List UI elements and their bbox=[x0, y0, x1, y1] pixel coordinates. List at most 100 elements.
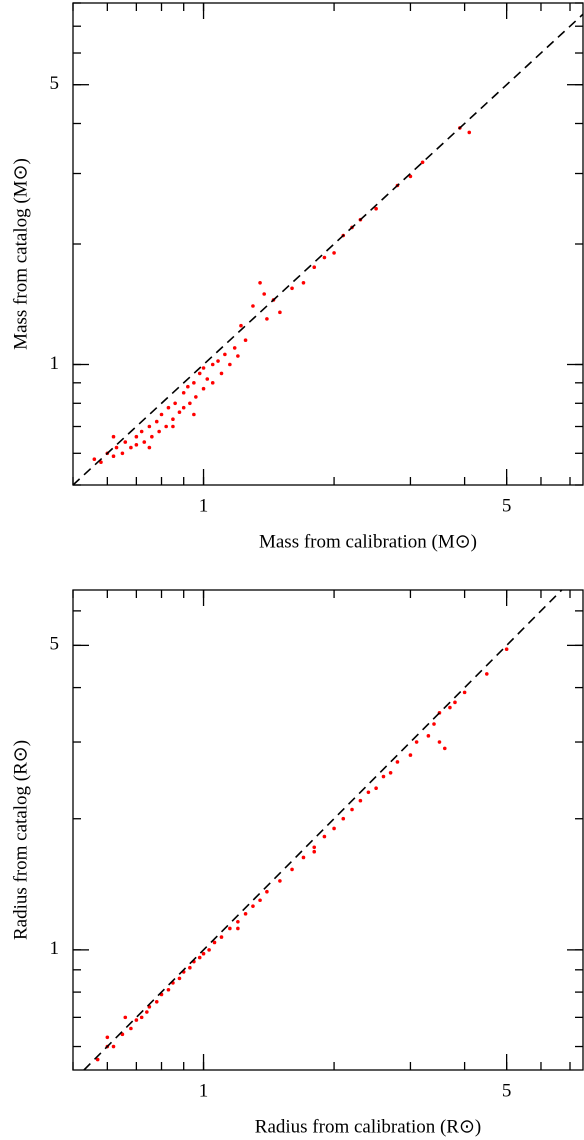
identity-line bbox=[72, 13, 584, 486]
data-point bbox=[139, 1015, 144, 1020]
data-point bbox=[243, 338, 248, 343]
data-point bbox=[192, 412, 196, 417]
data-point bbox=[236, 919, 240, 924]
y-tick-label: 5 bbox=[50, 73, 60, 94]
data-point bbox=[111, 1044, 116, 1049]
data-point bbox=[111, 454, 116, 459]
data-point bbox=[154, 419, 159, 424]
data-point bbox=[381, 774, 386, 779]
data-point bbox=[322, 255, 327, 260]
data-point bbox=[154, 1000, 159, 1004]
data-point bbox=[251, 304, 255, 308]
data-point bbox=[239, 323, 243, 328]
data-point bbox=[462, 690, 467, 695]
data-point bbox=[437, 740, 442, 744]
data-point bbox=[312, 265, 317, 270]
data-point bbox=[290, 867, 294, 872]
data-point bbox=[332, 251, 336, 255]
data-point bbox=[228, 926, 232, 931]
data-point bbox=[201, 386, 206, 391]
data-point bbox=[395, 760, 400, 764]
data-point bbox=[188, 401, 192, 406]
data-point bbox=[186, 384, 190, 389]
data-point bbox=[341, 816, 346, 821]
data-point bbox=[207, 948, 211, 952]
data-point bbox=[95, 1057, 100, 1062]
data-point bbox=[194, 395, 198, 399]
data-point bbox=[265, 889, 269, 894]
data-point bbox=[408, 174, 413, 179]
data-point bbox=[442, 746, 447, 751]
data-point bbox=[142, 440, 147, 444]
data-point bbox=[147, 445, 152, 450]
data-point bbox=[265, 317, 269, 321]
data-point bbox=[129, 445, 133, 450]
data-point bbox=[105, 1035, 110, 1040]
data-point bbox=[236, 354, 240, 358]
data-point bbox=[414, 740, 419, 744]
data-point bbox=[426, 734, 431, 738]
data-point bbox=[408, 753, 413, 757]
data-point bbox=[145, 1010, 149, 1014]
data-point bbox=[123, 1015, 128, 1020]
data-point bbox=[150, 434, 154, 439]
data-point bbox=[197, 371, 202, 376]
data-point bbox=[159, 412, 164, 417]
data-point bbox=[258, 898, 262, 903]
data-point bbox=[188, 965, 192, 970]
plot-frame bbox=[72, 2, 584, 486]
data-point bbox=[197, 955, 202, 960]
data-point bbox=[166, 405, 171, 410]
data-point bbox=[484, 672, 489, 676]
data-point bbox=[164, 424, 168, 429]
data-point bbox=[467, 130, 472, 135]
data-point bbox=[223, 352, 227, 357]
data-point bbox=[120, 451, 125, 456]
data-point bbox=[322, 834, 327, 839]
data-point bbox=[134, 443, 139, 447]
x-tick-label: 1 bbox=[199, 495, 209, 516]
x-axis-label: Radius from calibration (R⊙) bbox=[255, 1116, 481, 1137]
x-tick-label: 1 bbox=[199, 1080, 209, 1101]
y-tick-label: 1 bbox=[50, 353, 60, 374]
data-point bbox=[114, 445, 119, 450]
data-point bbox=[201, 366, 206, 370]
data-point bbox=[201, 951, 206, 956]
data-point bbox=[129, 1026, 133, 1031]
data-point bbox=[210, 362, 215, 367]
data-point bbox=[374, 206, 378, 211]
data-point bbox=[290, 286, 294, 291]
data-point bbox=[216, 359, 220, 363]
data-point bbox=[139, 429, 144, 434]
data-point bbox=[232, 346, 237, 350]
data-point bbox=[228, 362, 232, 367]
x-axis-label: Mass from calibration (M⊙) bbox=[259, 531, 477, 552]
identity-line bbox=[83, 589, 563, 1071]
data-point bbox=[366, 790, 371, 795]
data-point bbox=[219, 935, 224, 939]
data-point bbox=[301, 855, 306, 860]
data-point bbox=[92, 457, 97, 461]
y-tick-label: 5 bbox=[50, 634, 60, 655]
data-point bbox=[374, 786, 378, 791]
data-point bbox=[432, 722, 436, 726]
data-point bbox=[147, 424, 152, 429]
plot-frame bbox=[72, 589, 584, 1071]
data-point bbox=[388, 770, 393, 775]
data-point bbox=[350, 807, 354, 812]
data-point bbox=[332, 826, 336, 831]
y-axis-label: Mass from catalog (M⊙) bbox=[10, 158, 31, 350]
data-point bbox=[312, 845, 317, 850]
x-tick-label: 5 bbox=[502, 495, 512, 516]
data-point bbox=[243, 912, 248, 916]
data-point bbox=[210, 381, 215, 385]
data-point bbox=[157, 429, 161, 434]
data-point bbox=[181, 405, 186, 410]
data-point bbox=[258, 280, 262, 285]
data-point bbox=[236, 926, 240, 931]
data-point bbox=[262, 292, 266, 296]
data-point bbox=[177, 976, 182, 981]
data-point bbox=[205, 377, 210, 381]
data-point bbox=[312, 849, 317, 854]
